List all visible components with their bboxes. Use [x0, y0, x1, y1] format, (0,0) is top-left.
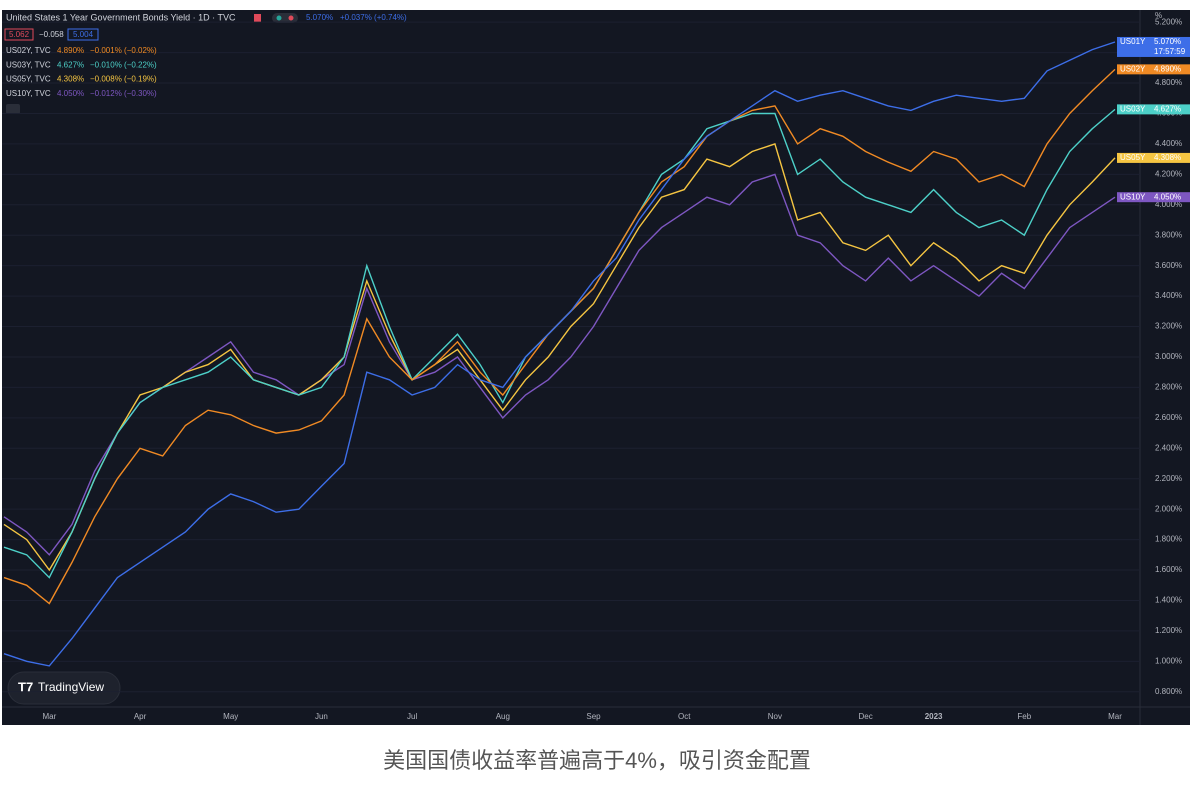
ask: 5.004 [73, 30, 94, 39]
price-tag-name: US02Y [1120, 64, 1146, 73]
y-tick-label: 1.400% [1155, 596, 1182, 605]
status-dot [276, 15, 282, 21]
x-tick-label: Aug [496, 712, 510, 721]
y-tick-label: 2.800% [1155, 383, 1182, 392]
y-tick-label: 4.200% [1155, 169, 1182, 178]
y-tick-label: 3.000% [1155, 352, 1182, 361]
x-tick-label: Mar [1108, 712, 1122, 721]
brand-logo: T7 [18, 679, 33, 694]
brand-badge [7, 671, 121, 705]
series-line [3, 173, 1116, 556]
ask-box [67, 28, 99, 41]
unit-label: % [1155, 11, 1162, 20]
price-tag-value: 4.890% [1154, 64, 1181, 73]
x-tick-label: Jun [315, 712, 328, 721]
price-tag-name: US05Y [1120, 153, 1146, 162]
y-tick-label: 2.400% [1155, 443, 1182, 452]
x-tick-label: Mar [42, 712, 56, 721]
y-tick-label: 1.200% [1155, 626, 1182, 635]
plot [2, 21, 1140, 693]
x-tick-label: Dec [858, 712, 872, 721]
x-tick-label: 2023 [925, 712, 943, 721]
y-tick-label: 5.200% [1155, 17, 1182, 26]
legend-name: US10Y, TVC [6, 89, 51, 98]
y-tick-label: 2.000% [1155, 504, 1182, 513]
status-dot [288, 15, 294, 21]
price-tag-value: 5.070% [1154, 37, 1181, 46]
x-tick-label: Jul [407, 712, 417, 721]
price-tag-name: US01Y [1120, 37, 1146, 46]
series-line [3, 143, 1116, 572]
y-tick-label: 4.000% [1155, 200, 1182, 209]
price-tag [1117, 104, 1190, 115]
brand-name: TradingView [38, 680, 104, 694]
price-tag [1117, 64, 1190, 75]
y-tick-label: 4.400% [1155, 139, 1182, 148]
y-tick-label: 0.800% [1155, 687, 1182, 696]
price-tag-value: 4.627% [1154, 104, 1181, 113]
spread: −0.058 [39, 30, 64, 39]
y-tick-label: 2.600% [1155, 413, 1182, 422]
legend-change: −0.012% (−0.30%) [90, 89, 157, 98]
status-pill [272, 13, 298, 23]
legend-change: −0.010% (−0.22%) [90, 60, 157, 69]
flag-icon [254, 14, 261, 22]
price-tag [1117, 36, 1190, 57]
y-tick-label: 3.600% [1155, 261, 1182, 270]
y-tick-label: 3.200% [1155, 322, 1182, 331]
price-tag-name: US10Y [1120, 192, 1146, 201]
price-tag-name: US03Y [1120, 104, 1146, 113]
price-tag-value: 4.308% [1154, 153, 1181, 162]
x-tick-label: May [223, 712, 238, 721]
y-tick-label: 3.400% [1155, 291, 1182, 300]
bid-box [4, 28, 34, 41]
legend-name: US03Y, TVC [6, 60, 51, 69]
legend-change: −0.001% (−0.02%) [90, 46, 157, 55]
header-title: United States 1 Year Government Bonds Yi… [6, 12, 236, 22]
y-tick-label: 4.800% [1155, 78, 1182, 87]
legend-value: 4.890% [57, 46, 84, 55]
price-tag [1117, 152, 1190, 163]
collapse-button[interactable] [6, 104, 20, 114]
price-tag-time: 17:57:59 [1154, 47, 1186, 56]
x-tick-label: Sep [586, 712, 601, 721]
bid: 5.062 [9, 30, 30, 39]
y-tick-label: 1.800% [1155, 535, 1182, 544]
x-tick-label: Nov [768, 712, 782, 721]
price-tag [1117, 192, 1190, 203]
legend-value: 4.050% [57, 89, 84, 98]
x-tick-label: Apr [134, 712, 147, 721]
header-change: +0.037% (+0.74%) [340, 13, 407, 22]
caption: 美国国债收益率普遍高于4%，吸引资金配置 [383, 748, 811, 773]
x-tick-label: Feb [1017, 712, 1031, 721]
legend-name: US05Y, TVC [6, 75, 51, 84]
legend-value: 4.308% [57, 75, 84, 84]
x-tick-label: Oct [678, 712, 691, 721]
chart-background [2, 10, 1190, 725]
y-tick-label: 1.600% [1155, 565, 1182, 574]
y-tick-label: 3.800% [1155, 230, 1182, 239]
series-line [3, 41, 1116, 667]
price-tag-value: 4.050% [1154, 192, 1181, 201]
header-price: 5.070% [306, 13, 333, 22]
y-tick-label: 1.000% [1155, 656, 1182, 665]
legend-change: −0.008% (−0.19%) [90, 75, 157, 84]
legend-name: US02Y, TVC [6, 46, 51, 55]
legend-value: 4.627% [57, 60, 84, 69]
y-tick-label: 2.200% [1155, 474, 1182, 483]
